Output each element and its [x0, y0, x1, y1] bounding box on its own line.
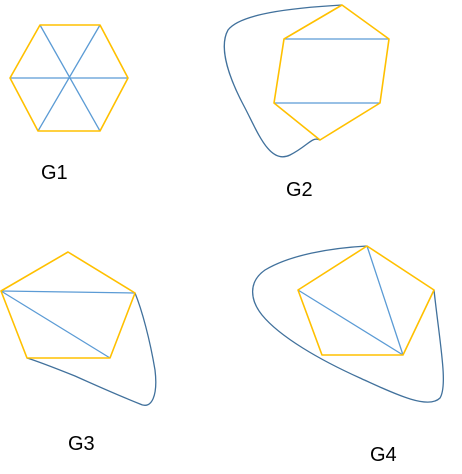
graph-label-g4: G4: [370, 444, 397, 466]
g2-hexagon: [273, 4, 390, 141]
g4-chord-1: [366, 245, 404, 356]
graph-g3: [0, 251, 157, 406]
graph-label-g1: G1: [41, 162, 68, 184]
graph-label-g2: G2: [286, 179, 313, 201]
g2-outer-curve: [223, 4, 343, 158]
g3-chord-1: [0, 290, 136, 294]
g3-pentagon: [0, 251, 136, 359]
graph-g2: [223, 4, 390, 158]
g3-chord-2: [0, 290, 111, 359]
g4-chord-2: [297, 289, 404, 356]
graph-label-g3: G3: [68, 433, 95, 455]
g4-outer-curve: [251, 245, 444, 403]
g4-pentagon: [297, 245, 435, 356]
g1-hexagon: [9, 24, 129, 132]
graph-g1: [9, 24, 129, 132]
graph-g4: [251, 245, 444, 403]
g3-outer-curve: [26, 292, 157, 406]
